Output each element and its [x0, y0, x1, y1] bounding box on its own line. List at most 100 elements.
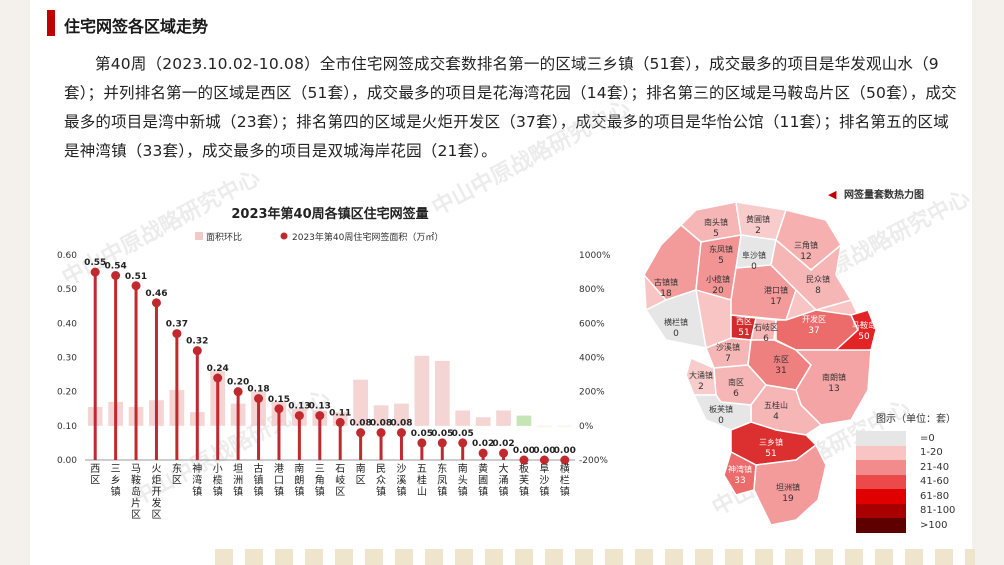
- map-region-label: 坦洲镇: [776, 482, 800, 492]
- ratio-bar: [455, 410, 471, 426]
- ratio-bar: [434, 360, 450, 426]
- map-region-label: 南朗镇: [822, 372, 846, 382]
- map-region-tanzhou: [753, 443, 827, 526]
- map-legend-row: 41-60: [856, 474, 976, 489]
- value-label: 0.08: [390, 419, 412, 429]
- map-legend-swatch: [856, 489, 906, 504]
- value-label: 0.02: [492, 439, 514, 449]
- value-label: 0.05: [411, 429, 433, 439]
- ratio-bar: [373, 405, 389, 426]
- map-region-label: 开发区: [802, 314, 826, 324]
- map-region-label: 港口镇: [764, 285, 788, 295]
- value-label: 0.20: [227, 378, 249, 388]
- x-tick-label: 板芙镇: [519, 462, 529, 498]
- area-point: [458, 438, 468, 448]
- map-region-count: 0: [673, 329, 679, 339]
- y-left-tick-label: 0.30: [57, 354, 77, 364]
- bottom-decor-strip: [215, 549, 975, 565]
- map-region-count: 12: [800, 252, 811, 262]
- map-legend-label: 21-40: [920, 461, 950, 473]
- triangle-icon: ◀: [828, 188, 837, 201]
- summary-text: 第40周（2023.10.02-10.08）全市住宅网签成交套数排名第一的区域三…: [64, 55, 957, 160]
- map-region-label: 阜沙镇: [742, 250, 766, 260]
- area-point: [417, 438, 427, 448]
- x-tick-label: 横栏镇: [560, 462, 570, 498]
- area-point: [396, 428, 406, 438]
- map-region-count: 51: [765, 449, 776, 459]
- y-right-tick-label: 1000%: [579, 251, 611, 261]
- map-region-label: 五桂山: [764, 400, 788, 410]
- area-point: [111, 271, 121, 280]
- ratio-bar: [475, 417, 491, 426]
- y-right-tick-label: 400%: [579, 354, 605, 364]
- x-tick-label: 马鞍岛片区: [131, 463, 141, 521]
- map-region-label: 板芙镇: [709, 404, 733, 414]
- map-region-shenwan: [723, 450, 757, 496]
- map-legend-row: 61-80: [856, 489, 976, 504]
- legend-label-area: 2023年第40周住宅网签面积（万㎡）: [292, 231, 443, 243]
- value-label: 0.08: [370, 419, 392, 429]
- ratio-bar: [414, 355, 430, 426]
- value-label: 0.46: [145, 289, 167, 299]
- map-region-count: 51: [738, 328, 749, 338]
- area-point: [131, 281, 141, 291]
- x-tick-label: 沙溪镇: [396, 463, 406, 498]
- x-tick-label: 古镇镇: [254, 462, 264, 498]
- ratio-bar: [353, 379, 368, 426]
- area-point: [90, 267, 100, 277]
- map-region-count: 8: [815, 286, 821, 296]
- left-decor-strip: [0, 0, 30, 565]
- y-left-tick-label: 0.60: [57, 251, 77, 261]
- area-point: [233, 387, 243, 397]
- y-right-tick-label: -200%: [579, 456, 608, 466]
- area-point: [172, 329, 182, 339]
- value-label: 0.37: [166, 320, 188, 330]
- map-region-label: 三角镇: [794, 240, 818, 250]
- value-label: 0.00: [533, 446, 555, 456]
- map-legend-row: 81-100: [856, 503, 976, 518]
- map-region-count: 4: [773, 412, 779, 422]
- map-region-label: 大涌镇: [689, 370, 713, 380]
- value-label: 0.15: [268, 395, 290, 405]
- value-label: 0.32: [186, 337, 208, 347]
- ratio-bar: [394, 403, 409, 426]
- value-label: 0.55: [84, 258, 106, 268]
- map-legend-row: >100: [856, 518, 976, 533]
- map-region-label: 西区: [736, 317, 752, 326]
- map-region-label: 南区: [728, 377, 744, 387]
- x-tick-label: 港口镇: [274, 463, 284, 498]
- map-region-count: 50: [858, 332, 870, 342]
- map-legend-row: 1-20: [856, 445, 976, 460]
- x-tick-label: 西区: [90, 464, 100, 487]
- x-tick-label: 神湾镇: [192, 462, 202, 498]
- value-label: 0.51: [125, 272, 147, 282]
- map-region-count: 13: [828, 384, 839, 394]
- y-left-tick-label: 0.00: [57, 456, 77, 466]
- right-decor-strip: [972, 0, 1004, 565]
- map-region-label: 横栏镇: [664, 317, 688, 327]
- area-point: [376, 428, 386, 438]
- map-region-count: 2: [755, 226, 761, 236]
- map-legend: 图示（单位：套） =0 1-20 21-40 41-60 61-80 81-100 >100: [856, 410, 976, 533]
- value-label: 0.00: [554, 446, 576, 456]
- x-tick-label: 坦洲镇: [233, 462, 243, 498]
- map-region-label: 东区: [773, 354, 789, 364]
- map-legend-swatch: [856, 503, 906, 518]
- area-point: [519, 455, 529, 465]
- y-left-tick-label: 0.40: [57, 319, 77, 329]
- x-tick-label: 小榄镇: [213, 463, 223, 498]
- value-label: 0.18: [247, 385, 269, 395]
- x-tick-label: 黄圃镇: [478, 462, 488, 498]
- map-region-label: 东凤镇: [709, 244, 733, 254]
- map-legend-label: 41-60: [920, 476, 950, 488]
- x-tick-label: 三角镇: [315, 464, 325, 498]
- map-region-count: 5: [713, 229, 719, 239]
- area-point: [315, 411, 325, 421]
- map-header-text: 网签量套数热力图: [843, 190, 924, 201]
- ratio-bar: [516, 415, 532, 426]
- value-label: 0.13: [309, 402, 331, 412]
- map-legend-swatch: [856, 445, 906, 460]
- y-right-tick-label: 0%: [579, 422, 594, 432]
- value-label: 0.54: [105, 262, 127, 272]
- y-right-tick-label: 800%: [579, 285, 605, 295]
